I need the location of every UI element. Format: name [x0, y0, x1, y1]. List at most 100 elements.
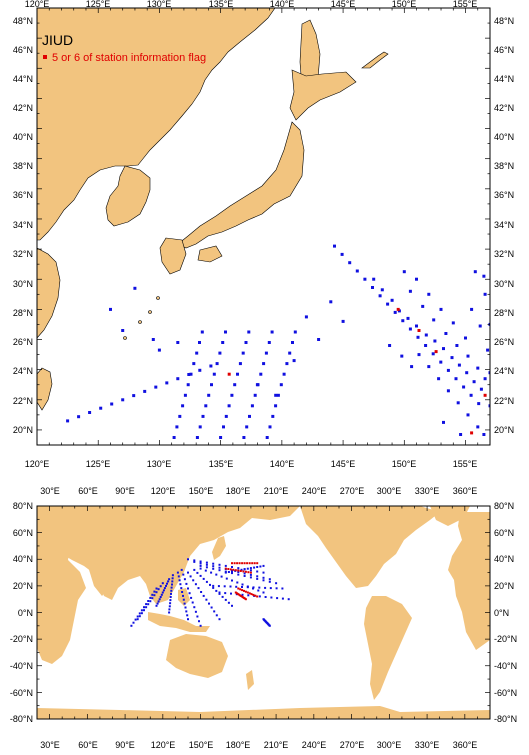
station-marker: [218, 591, 221, 594]
lat-tick-label: 20°N: [494, 581, 514, 591]
station-tracks-bottom: [130, 558, 290, 627]
station-marker: [262, 591, 265, 594]
station-marker: [167, 580, 170, 583]
flagged-station-marker: [241, 562, 244, 565]
lat-tick-label: 28°N: [13, 308, 33, 318]
station-marker: [186, 614, 189, 617]
station-marker: [231, 579, 233, 582]
flagged-station-marker: [250, 593, 253, 596]
station-marker: [401, 319, 405, 323]
station-marker: [478, 324, 482, 328]
station-marker: [262, 579, 265, 582]
station-marker: [170, 589, 173, 592]
station-marker: [218, 618, 221, 621]
station-marker: [215, 589, 218, 592]
station-marker: [241, 593, 244, 596]
flagged-station-marker: [248, 592, 251, 595]
lat-tick-label: 26°N: [13, 337, 33, 347]
station-marker: [488, 404, 490, 408]
station-marker: [187, 373, 191, 376]
station-marker: [246, 567, 249, 570]
station-marker: [186, 383, 190, 387]
station-marker: [233, 383, 237, 387]
station-marker: [462, 385, 466, 389]
lon-tick-label: 210°E: [264, 486, 289, 496]
lat-tick-label: 60°N: [494, 528, 514, 538]
station-marker: [292, 359, 296, 363]
station-marker: [245, 425, 249, 429]
flagged-station-marker: [248, 562, 251, 565]
global-map: 30°E 60°E 90°E 120°E 150°E 180°E 210°E 2…: [10, 486, 517, 750]
station-marker: [185, 582, 188, 585]
station-marker: [218, 563, 221, 566]
station-marker: [191, 601, 194, 604]
flagged-station-marker: [243, 589, 245, 592]
station-marker: [223, 585, 226, 588]
station-marker: [224, 564, 227, 567]
station-marker: [241, 586, 243, 588]
station-marker: [205, 563, 208, 566]
lat-labels-left-edge-bottom-map: 80°N 60°N 40°N 20°N 0°N -20°N -40°N -60°…: [10, 501, 33, 724]
station-marker: [147, 603, 150, 606]
station-marker: [198, 341, 201, 344]
station-marker: [450, 356, 454, 360]
station-marker: [212, 584, 215, 587]
station-marker: [205, 598, 208, 601]
station-marker: [184, 606, 187, 609]
lon-tick-label: 150°E: [189, 486, 214, 496]
flagged-station-marker: [252, 593, 255, 596]
station-marker: [469, 393, 473, 397]
station-marker: [176, 377, 180, 381]
station-marker: [410, 365, 414, 369]
lat-tick-label: -40°N: [494, 661, 517, 671]
flagged-station-marker: [239, 588, 242, 591]
lat-tick-label: 80°N: [13, 501, 33, 511]
lon-tick-label: 30°E: [40, 486, 60, 496]
station-marker: [198, 425, 202, 429]
station-marker: [199, 562, 202, 565]
station-marker: [168, 605, 171, 608]
station-marker: [171, 574, 174, 577]
lon-tick-label: 155°E: [453, 0, 478, 9]
station-marker: [201, 414, 205, 418]
lon-tick-label: 360°E: [453, 740, 478, 750]
lon-tick-label: 60°E: [78, 740, 98, 750]
station-marker: [476, 425, 480, 429]
station-marker: [202, 577, 205, 580]
station-marker: [161, 591, 164, 594]
flagged-station-marker: [253, 562, 256, 565]
station-marker: [275, 587, 278, 590]
lon-tick-label: 270°E: [340, 486, 365, 496]
legend-label: 5 or 6 of station information flag: [52, 52, 206, 64]
station-marker: [165, 584, 167, 587]
flagged-station-marker: [244, 570, 247, 573]
station-marker: [182, 573, 185, 576]
station-marker: [252, 587, 254, 590]
station-marker: [264, 351, 268, 355]
station-marker: [183, 393, 187, 397]
lat-tick-label: 24°N: [494, 366, 514, 376]
flagged-station-marker: [234, 569, 237, 572]
station-marker: [212, 562, 215, 565]
station-marker: [255, 383, 259, 387]
station-marker: [439, 360, 443, 364]
station-marker: [212, 567, 215, 570]
station-marker: [227, 601, 230, 604]
station-marker: [218, 351, 222, 355]
station-marker: [267, 341, 271, 344]
station-marker: [159, 585, 162, 588]
station-marker: [180, 587, 183, 590]
station-marker: [486, 348, 490, 352]
station-marker: [262, 571, 265, 574]
station-marker: [482, 274, 486, 278]
station-marker: [477, 402, 481, 406]
station-marker: [198, 620, 200, 623]
station-marker: [166, 582, 168, 585]
station-marker: [408, 289, 412, 293]
station-marker: [427, 365, 431, 369]
station-marker: [224, 571, 227, 574]
station-marker: [483, 377, 487, 381]
station-marker: [270, 596, 273, 599]
lon-tick-label: 330°E: [415, 740, 440, 750]
